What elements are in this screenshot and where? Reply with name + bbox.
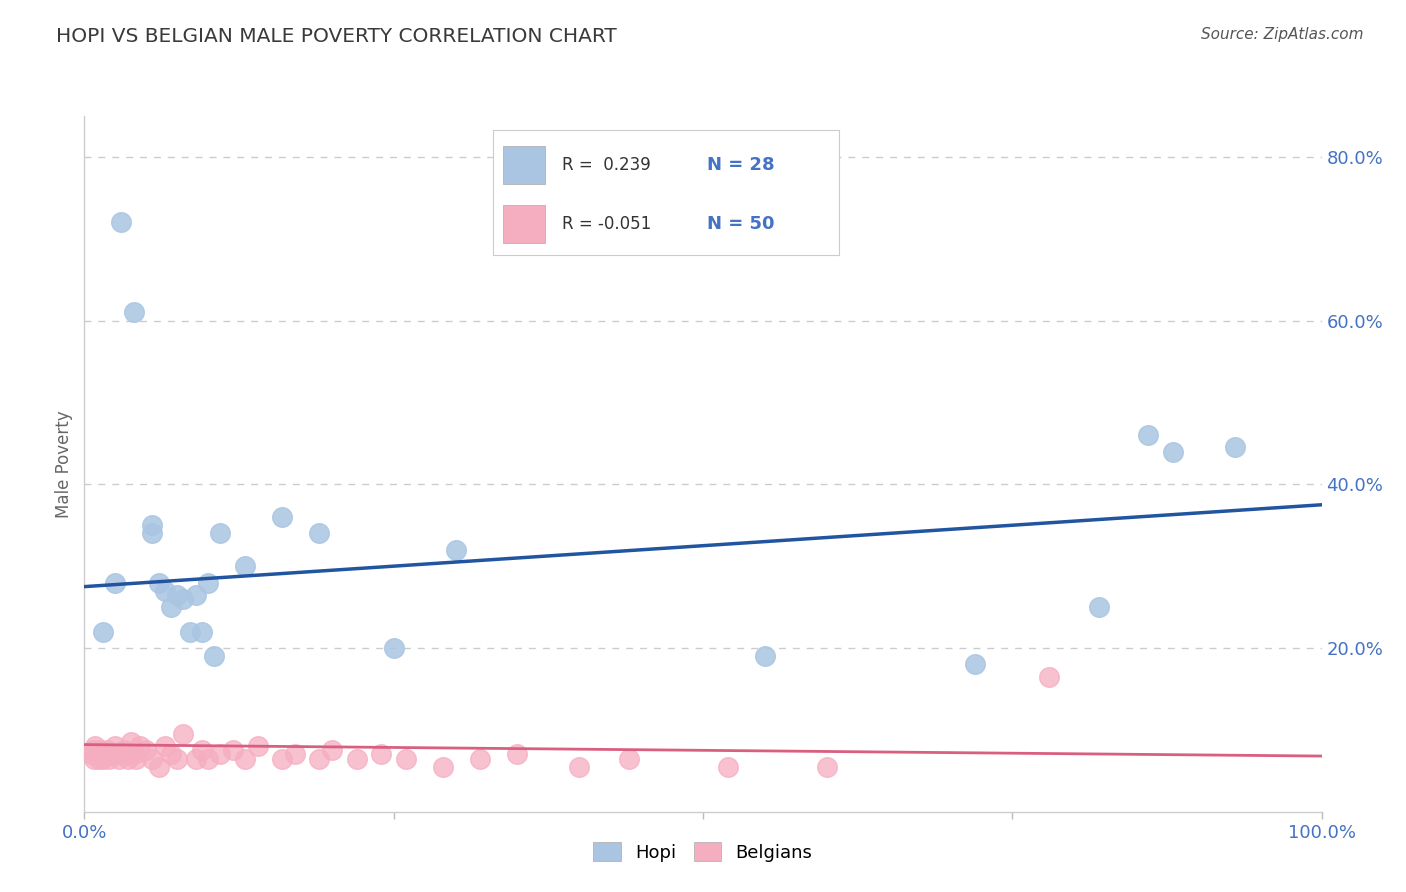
Point xyxy=(1088,600,1111,615)
Point xyxy=(284,747,307,762)
Legend: Hopi, Belgians: Hopi, Belgians xyxy=(586,835,820,869)
Point xyxy=(160,747,183,762)
Point xyxy=(717,760,740,774)
Point xyxy=(112,743,135,757)
Text: HOPI VS BELGIAN MALE POVERTY CORRELATION CHART: HOPI VS BELGIAN MALE POVERTY CORRELATION… xyxy=(56,27,617,45)
Point xyxy=(141,751,163,765)
Point xyxy=(370,747,392,762)
Point xyxy=(84,739,107,754)
Point xyxy=(233,559,256,574)
Point xyxy=(308,751,330,765)
Point xyxy=(395,751,418,765)
Point xyxy=(470,751,492,765)
Point xyxy=(96,743,118,757)
Point xyxy=(98,751,121,765)
Point xyxy=(93,747,115,762)
Point xyxy=(89,743,111,757)
Point xyxy=(91,751,114,765)
Point xyxy=(135,743,157,757)
Point xyxy=(108,751,131,765)
Point xyxy=(444,542,467,557)
Point xyxy=(815,760,838,774)
Point xyxy=(110,215,132,229)
Point xyxy=(122,305,145,319)
Point xyxy=(120,735,142,749)
Point xyxy=(148,760,170,774)
Point xyxy=(179,624,201,639)
Point xyxy=(104,575,127,590)
Point xyxy=(209,526,232,541)
Point xyxy=(346,751,368,765)
Point xyxy=(308,526,330,541)
Point xyxy=(1161,444,1184,458)
Point xyxy=(209,747,232,762)
Point xyxy=(122,747,145,762)
Point xyxy=(83,751,105,765)
Point xyxy=(117,751,139,765)
Point xyxy=(202,649,225,664)
Point xyxy=(141,518,163,533)
Point xyxy=(233,751,256,765)
Point xyxy=(617,751,640,765)
Point xyxy=(432,760,454,774)
Point xyxy=(89,751,111,765)
Point xyxy=(166,751,188,765)
Point xyxy=(110,747,132,762)
Point xyxy=(100,747,122,762)
Point xyxy=(506,747,529,762)
Point xyxy=(222,743,245,757)
Point xyxy=(184,588,207,602)
Point xyxy=(141,526,163,541)
Point xyxy=(754,649,776,664)
Point xyxy=(197,751,219,765)
Point xyxy=(197,575,219,590)
Point xyxy=(148,575,170,590)
Point xyxy=(129,739,152,754)
Point xyxy=(125,751,148,765)
Point xyxy=(965,657,987,672)
Y-axis label: Male Poverty: Male Poverty xyxy=(55,410,73,517)
Point xyxy=(172,727,194,741)
Point xyxy=(153,583,176,598)
Point xyxy=(1223,441,1246,455)
Point xyxy=(82,743,104,757)
Point xyxy=(91,624,114,639)
Point xyxy=(321,743,343,757)
Point xyxy=(271,751,294,765)
Point xyxy=(160,600,183,615)
Point xyxy=(153,739,176,754)
Point xyxy=(172,591,194,606)
Point xyxy=(166,588,188,602)
Point xyxy=(104,739,127,754)
Point xyxy=(246,739,269,754)
Point xyxy=(86,747,108,762)
Point xyxy=(382,640,405,655)
Point xyxy=(191,624,214,639)
Text: Source: ZipAtlas.com: Source: ZipAtlas.com xyxy=(1201,27,1364,42)
Point xyxy=(271,510,294,524)
Point xyxy=(79,747,101,762)
Point xyxy=(1137,428,1160,442)
Point xyxy=(568,760,591,774)
Point xyxy=(1038,670,1060,684)
Point xyxy=(184,751,207,765)
Point xyxy=(191,743,214,757)
